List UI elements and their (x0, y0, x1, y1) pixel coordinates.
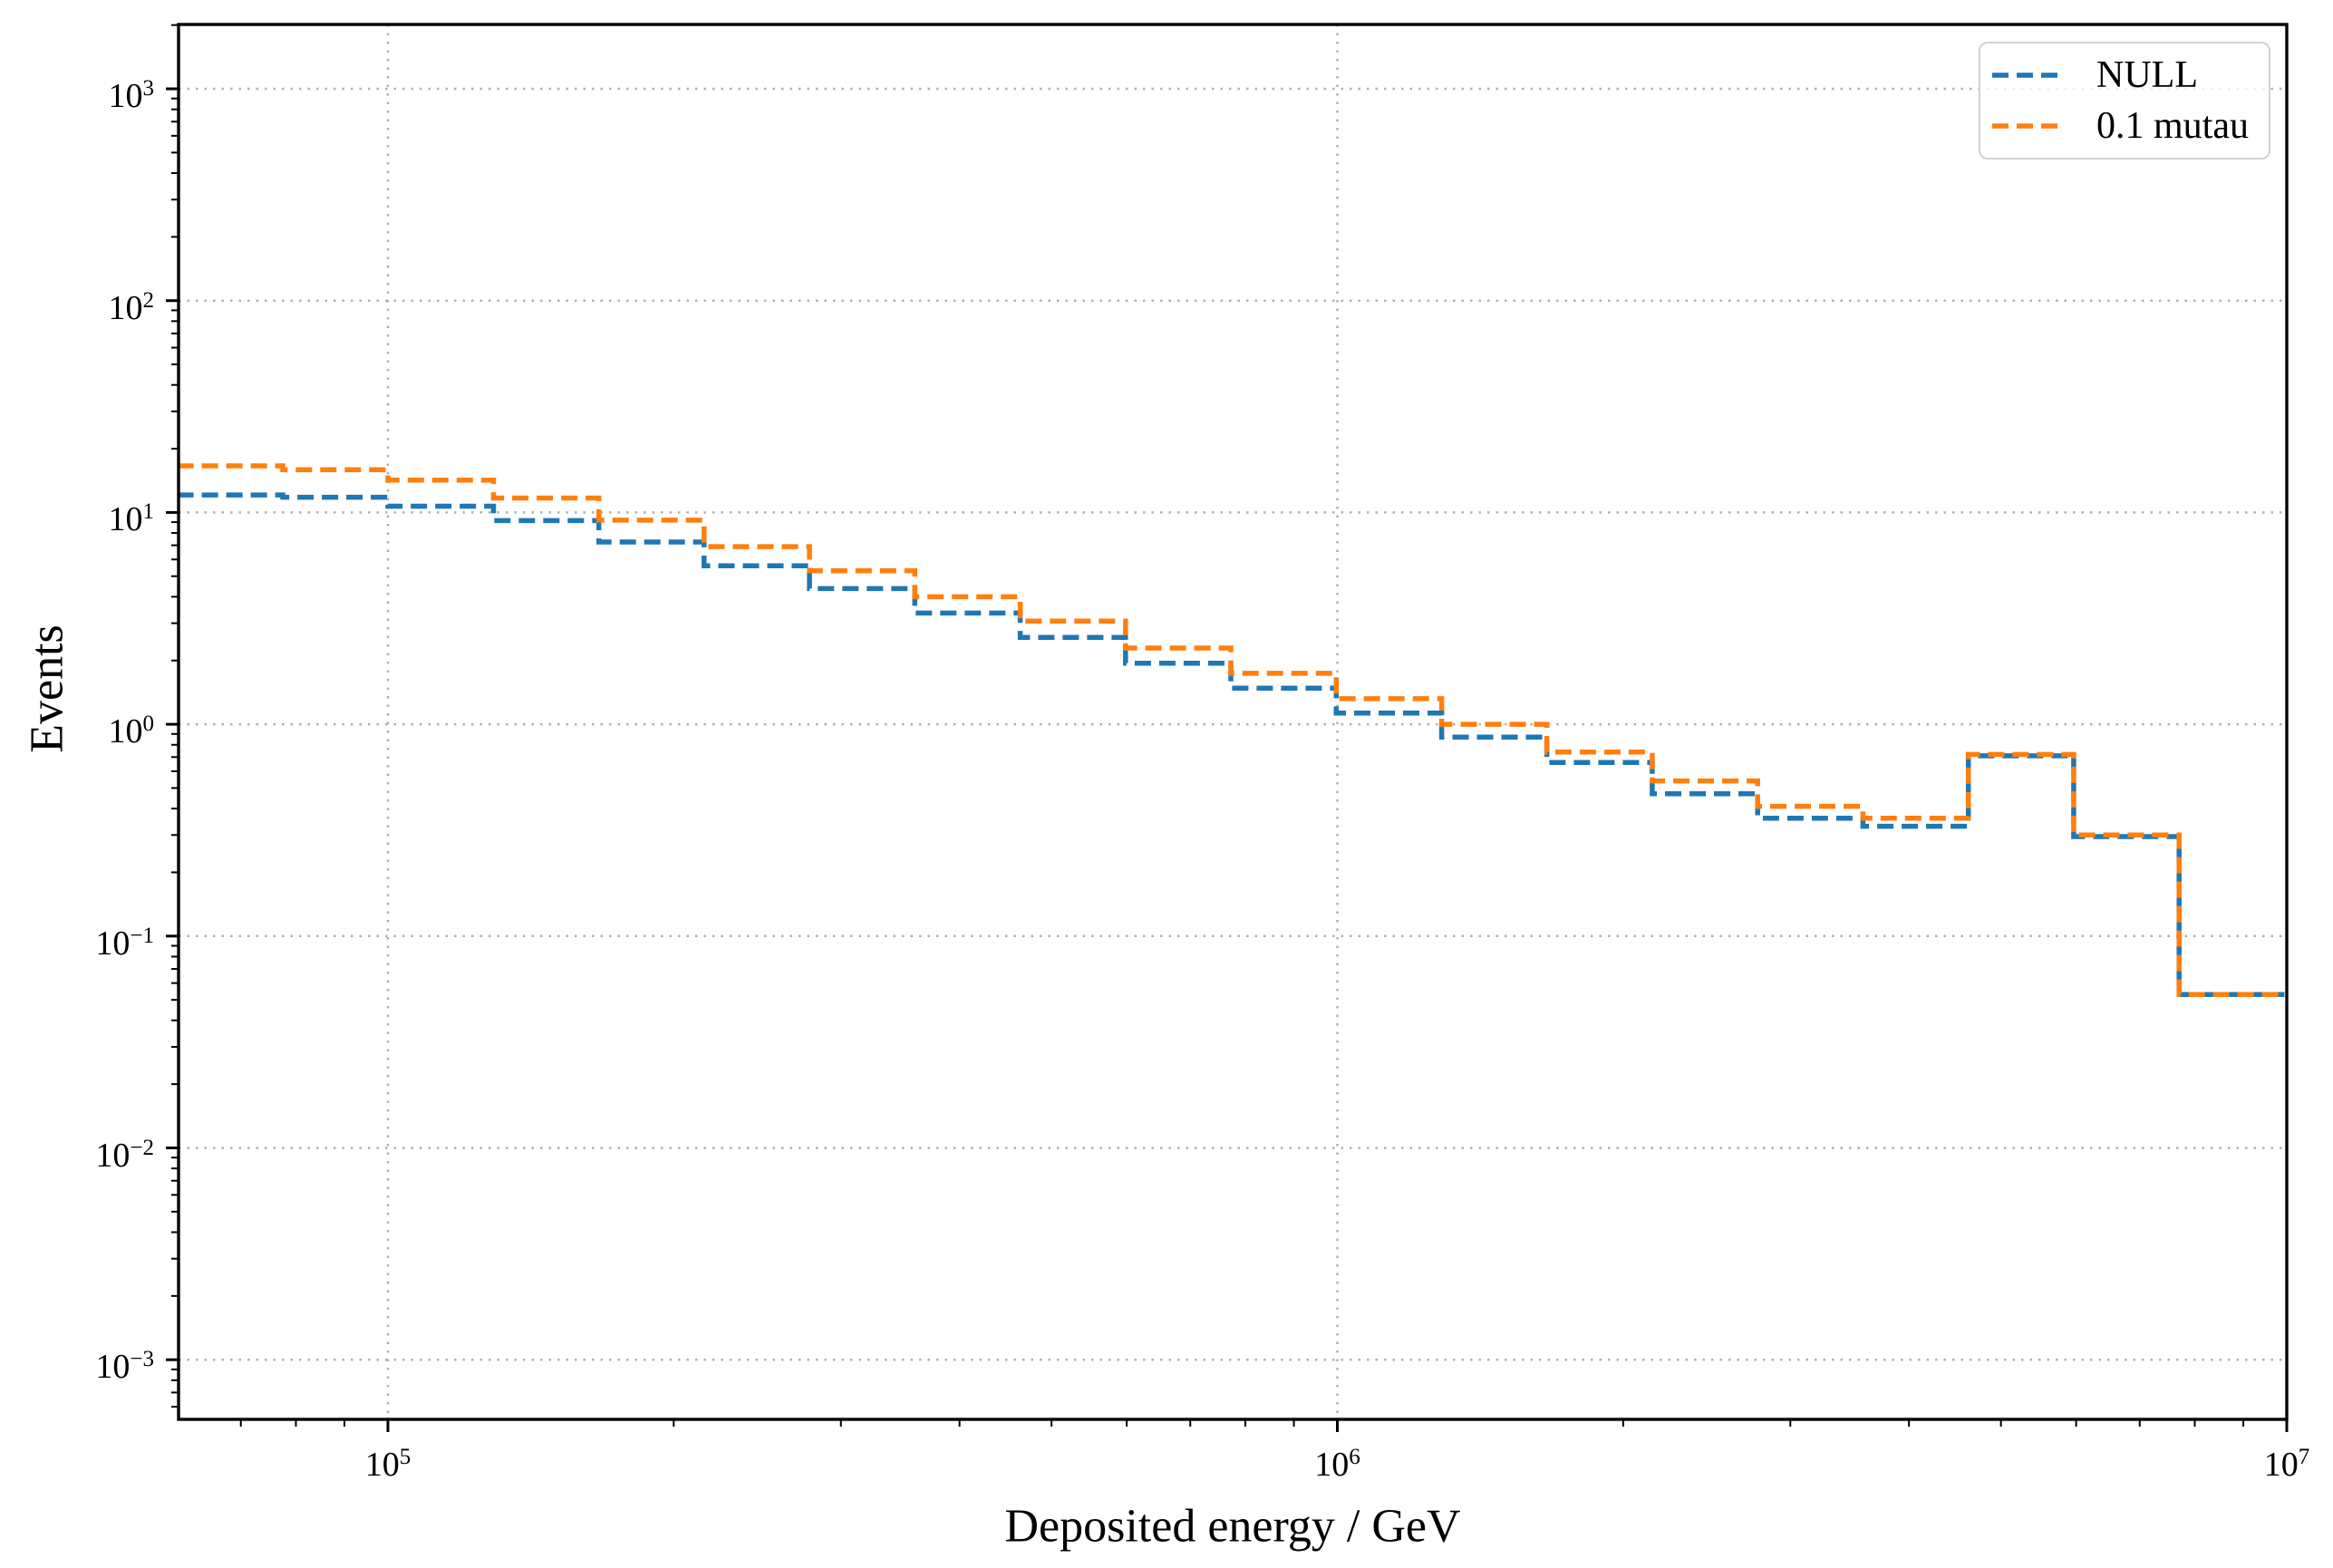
axes-spines (177, 23, 2289, 1421)
series-mutau-line (177, 463, 2285, 997)
y-tick-label: 10−3 (95, 1347, 154, 1387)
legend-item-null: NULL (1991, 53, 2260, 97)
legend-label-null: NULL (2096, 54, 2198, 97)
x-tick-label: 107 (2263, 1445, 2310, 1484)
y-tick-label: 101 (108, 499, 155, 539)
y-tick-label: 103 (108, 76, 155, 115)
y-axis-label: Events (21, 624, 73, 753)
y-tick-label: 102 (108, 287, 155, 327)
x-axis-label: Deposited energy / GeV (1004, 1500, 1461, 1553)
mutau-dashed-line-sample (1992, 122, 2065, 129)
y-tick-label: 10−1 (95, 923, 154, 963)
legend: NULL 0.1 mutau (1979, 42, 2270, 160)
null-dashed-line-sample (1992, 73, 2065, 79)
legend-item-mutau: 0.1 mutau (1991, 104, 2260, 148)
y-tick-label: 100 (108, 711, 155, 751)
x-tick-label: 106 (1314, 1445, 1360, 1484)
y-tick-label: 10−2 (95, 1135, 154, 1175)
legend-label-mutau: 0.1 mutau (2096, 104, 2249, 147)
series-null-line (177, 492, 2285, 997)
x-tick-label: 105 (364, 1445, 411, 1484)
